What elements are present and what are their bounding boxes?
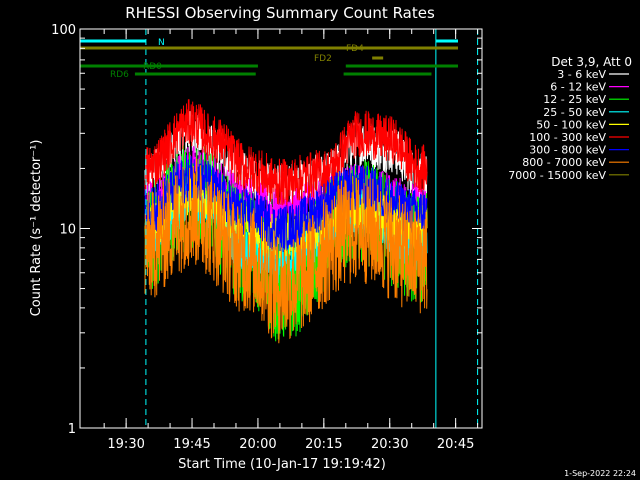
legend-entry: 3 - 6 keV [557,68,606,81]
x-tick-label: 19:30 [107,437,144,452]
flag-label: FD4 [346,44,364,54]
axes: 1 10 100 19:30 19:45 20:00 20:15 20:30 20:45 [51,23,483,452]
x-tick-label: 20:15 [305,437,342,452]
series-layer [144,99,428,344]
y-axis-label: Count Rate (s⁻¹ detector⁻¹) [29,140,44,317]
x-axis-label: Start Time (10-Jan-17 19:19:42) [178,457,386,472]
x-tick-label: 20:30 [371,437,408,452]
x-tick-label: 20:00 [239,437,276,452]
flag-bars: N FD4 FD2 RD0 RD6 [80,38,458,80]
flag-label: RD0 [143,62,162,72]
chart-title: RHESSI Observing Summary Count Rates [125,4,435,22]
flag-label: RD6 [110,70,129,80]
legend-entry: 100 - 300 keV [529,131,606,144]
legend-entry: 12 - 25 keV [543,93,606,106]
y-tick-label: 1 [68,422,76,437]
footer-date: 1-Sep-2022 22:24 [564,469,636,478]
x-tick-label: 20:45 [437,437,474,452]
x-tick-label: 19:45 [173,437,210,452]
y-tick-label: 100 [51,23,76,38]
legend-entry: 50 - 100 keV [536,118,606,131]
legend-entry: 800 - 7000 keV [522,156,606,169]
legend-entry: 300 - 800 keV [529,144,606,157]
legend-entry: 6 - 12 keV [550,81,606,94]
legend-entry: 7000 - 15000 keV [508,169,606,182]
series-line [144,99,428,206]
series-line [144,158,428,344]
series-line [144,155,428,252]
legend-entry: 25 - 50 keV [543,106,606,119]
y-tick-label: 10 [59,223,76,238]
flag-label: N [158,38,165,48]
legend-title: Det 3,9, Att 0 [551,55,632,69]
flag-label: FD2 [314,54,332,64]
